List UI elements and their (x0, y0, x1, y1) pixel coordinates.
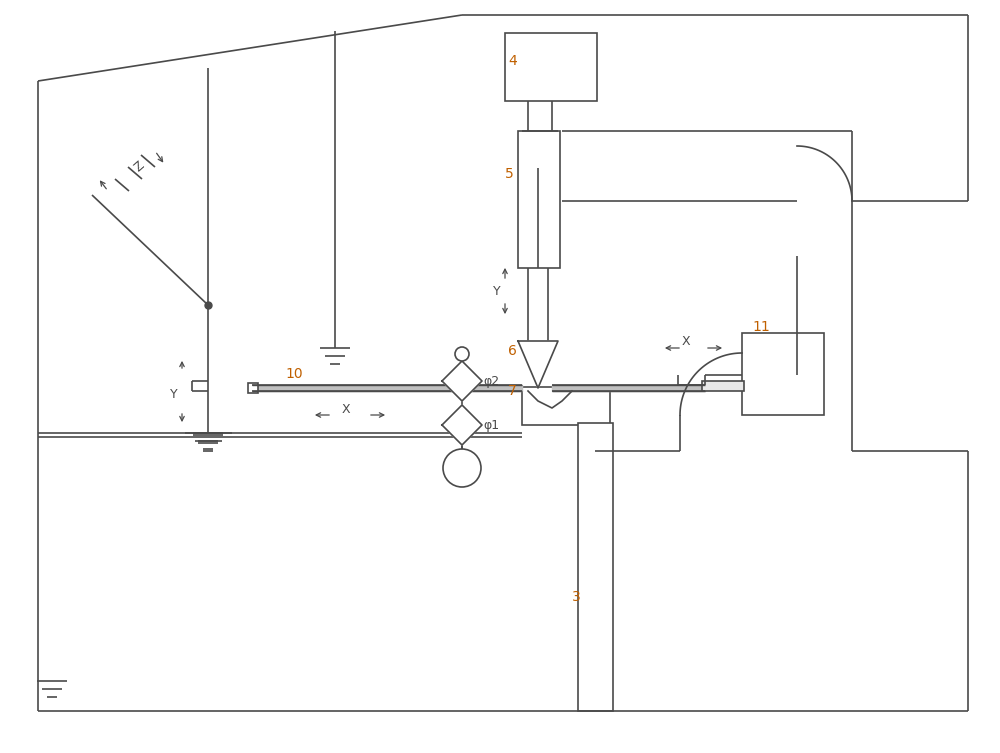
Bar (742, 333, 824, 415)
Text: 11: 11 (752, 320, 770, 334)
Bar (248, 383, 258, 393)
Text: Z: Z (132, 159, 147, 174)
Bar (522, 387, 610, 425)
Polygon shape (442, 361, 482, 401)
Circle shape (443, 449, 481, 487)
Text: 7: 7 (508, 384, 517, 398)
Text: 3: 3 (572, 590, 581, 604)
Text: 6: 6 (508, 344, 517, 358)
Text: φ1: φ1 (483, 419, 499, 432)
Bar (702, 381, 744, 391)
Text: Y: Y (170, 388, 178, 401)
Text: φ2: φ2 (483, 375, 499, 388)
Bar (578, 423, 613, 711)
Polygon shape (518, 341, 558, 388)
Text: X: X (682, 335, 691, 348)
Polygon shape (442, 405, 482, 445)
Text: 4: 4 (508, 54, 517, 68)
Bar (505, 33, 597, 101)
Text: Y: Y (493, 285, 501, 298)
Text: X: X (342, 403, 351, 416)
Text: 10: 10 (285, 367, 303, 381)
Bar (518, 131, 560, 268)
Text: 5: 5 (505, 167, 514, 181)
Circle shape (455, 347, 469, 361)
